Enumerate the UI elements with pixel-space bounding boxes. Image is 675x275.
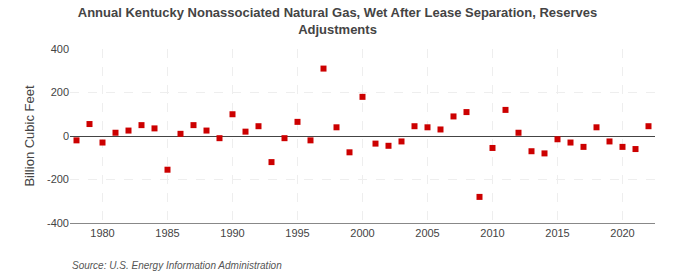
svg-text:Source: U.S. Energy Informatio: Source: U.S. Energy Information Administ… bbox=[72, 260, 282, 271]
svg-text:-200: -200 bbox=[47, 173, 69, 185]
svg-text:1985: 1985 bbox=[155, 227, 179, 239]
svg-text:400: 400 bbox=[51, 43, 69, 55]
svg-text:2000: 2000 bbox=[350, 227, 374, 239]
svg-text:-400: -400 bbox=[47, 217, 69, 229]
svg-text:1980: 1980 bbox=[90, 227, 114, 239]
svg-text:0: 0 bbox=[63, 130, 69, 142]
svg-text:2010: 2010 bbox=[480, 227, 504, 239]
svg-text:1990: 1990 bbox=[220, 227, 244, 239]
svg-text:1995: 1995 bbox=[285, 227, 309, 239]
svg-text:2005: 2005 bbox=[415, 227, 439, 239]
svg-text:Annual Kentucky Nonassociated: Annual Kentucky Nonassociated Natural Ga… bbox=[78, 5, 597, 37]
svg-text:2015: 2015 bbox=[545, 227, 569, 239]
svg-text:200: 200 bbox=[51, 86, 69, 98]
svg-text:Billion Cubic Feet: Billion Cubic Feet bbox=[22, 85, 37, 187]
svg-text:2020: 2020 bbox=[610, 227, 634, 239]
